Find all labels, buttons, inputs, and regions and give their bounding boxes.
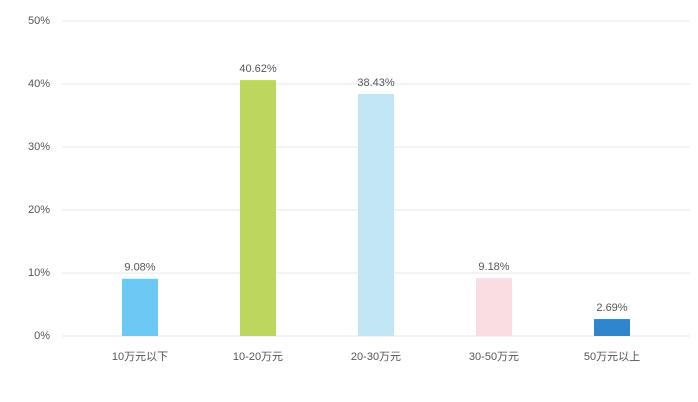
value-label: 2.69%	[596, 302, 627, 314]
bar	[476, 278, 512, 336]
bar	[240, 80, 276, 337]
value-label: 40.62%	[239, 63, 277, 75]
y-tick-label: 0%	[34, 330, 50, 342]
x-tick-label: 50万元以上	[584, 350, 640, 363]
y-tick-label: 10%	[28, 267, 50, 279]
x-tick-label: 30-50万元	[469, 351, 519, 363]
y-tick-label: 50%	[28, 15, 50, 27]
bar	[358, 93, 394, 337]
y-tick-label: 40%	[28, 78, 50, 90]
y-tick-label: 20%	[28, 204, 50, 216]
y-tick-label: 30%	[28, 141, 50, 153]
x-tick-label: 10万元以下	[112, 351, 168, 363]
bar	[122, 278, 158, 336]
value-label: 9.08%	[124, 262, 155, 274]
value-label: 9.18%	[478, 261, 509, 273]
x-tick-label: 20-30万元	[351, 351, 401, 363]
x-tick-label: 10-20万元	[233, 351, 283, 363]
value-label: 38.43%	[357, 77, 395, 89]
bar	[594, 319, 630, 336]
